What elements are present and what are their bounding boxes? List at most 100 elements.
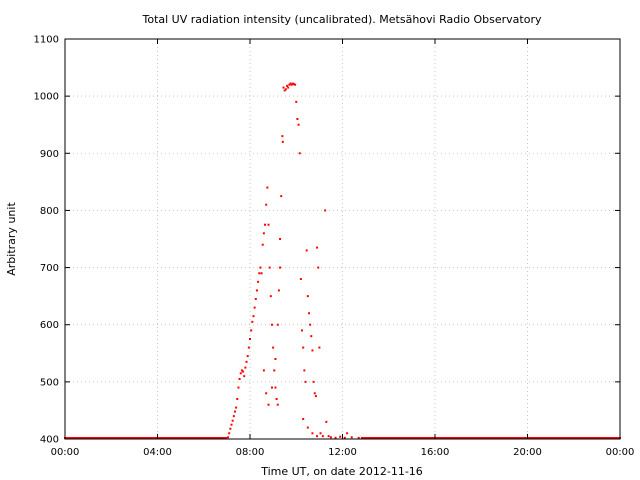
baseline-point <box>208 437 211 439</box>
baseline-point <box>483 437 486 439</box>
baseline-point <box>363 437 366 439</box>
baseline-point <box>143 437 146 439</box>
baseline-point <box>387 437 390 439</box>
data-point <box>238 378 241 380</box>
baseline-point <box>95 437 98 439</box>
data-point <box>257 280 260 283</box>
baseline-point <box>406 437 409 439</box>
baseline-point <box>105 437 108 439</box>
data-point <box>298 152 301 155</box>
data-point <box>295 100 298 103</box>
baseline-point <box>187 437 190 439</box>
baseline-point <box>362 437 365 439</box>
baseline-point <box>177 437 180 439</box>
baseline-point <box>112 437 115 439</box>
data-point <box>264 223 267 226</box>
baseline-point <box>464 437 467 439</box>
baseline-point <box>181 437 184 439</box>
data-point <box>253 306 256 309</box>
baseline-point <box>94 437 97 439</box>
data-point <box>267 223 270 226</box>
baseline-point <box>88 437 91 439</box>
baseline-point <box>562 437 565 439</box>
baseline-point <box>75 437 78 439</box>
baseline-point <box>116 437 119 439</box>
baseline-point <box>147 437 150 439</box>
baseline-point <box>151 437 154 439</box>
data-point <box>287 86 290 89</box>
data-point <box>242 370 245 373</box>
baseline-point <box>367 437 370 439</box>
baseline-point <box>488 437 491 439</box>
baseline-point <box>169 437 172 439</box>
baseline-point <box>175 437 177 439</box>
baseline-point <box>197 437 200 439</box>
baseline-point <box>477 437 480 439</box>
baseline-point <box>70 437 73 439</box>
data-point <box>232 415 235 418</box>
baseline-point <box>186 437 189 439</box>
baseline-point <box>168 437 171 439</box>
baseline-point <box>377 437 380 439</box>
baseline-point <box>376 437 379 439</box>
data-point <box>327 435 330 438</box>
baseline-point <box>209 437 212 439</box>
data-point <box>279 238 282 240</box>
data-point <box>302 418 305 420</box>
data-point <box>305 249 308 252</box>
data-point <box>252 315 255 318</box>
x-tick-label: 00:00 <box>606 447 635 458</box>
data-point <box>235 406 238 409</box>
data-point <box>324 209 327 212</box>
baseline-point <box>137 437 140 439</box>
baseline-point <box>532 437 535 439</box>
baseline-point <box>216 437 219 439</box>
data-point <box>227 436 230 439</box>
data-point <box>265 203 268 206</box>
baseline-point <box>104 437 107 439</box>
data-point <box>314 395 317 398</box>
data-point <box>343 436 346 439</box>
baseline-point <box>385 437 388 439</box>
baseline-point <box>606 437 609 439</box>
baseline-point <box>580 437 583 439</box>
data-point <box>321 435 324 438</box>
baseline-point <box>213 437 216 439</box>
baseline-point <box>199 437 202 439</box>
baseline-point <box>372 437 375 439</box>
baseline-point <box>599 437 602 439</box>
data-point <box>292 83 295 86</box>
chart-title: Total UV radiation intensity (uncalibrat… <box>142 13 542 26</box>
baseline-point <box>405 437 408 439</box>
baseline-point <box>403 437 406 439</box>
baseline-point <box>571 437 574 439</box>
baseline-point <box>211 437 214 439</box>
baseline-point <box>574 437 577 439</box>
baseline-point <box>428 437 431 439</box>
baseline-point <box>392 437 395 439</box>
baseline-point <box>494 437 497 439</box>
baseline-point <box>548 437 551 439</box>
baseline-point <box>567 437 570 439</box>
baseline-point <box>595 437 598 439</box>
y-tick-label: 1000 <box>34 92 59 103</box>
baseline-point <box>534 437 537 439</box>
baseline-point <box>499 437 502 439</box>
baseline-point <box>127 437 130 439</box>
baseline-point <box>537 437 540 439</box>
baseline-point <box>496 437 499 439</box>
y-axis-label: Arbitrary unit <box>5 202 18 276</box>
baseline-point <box>176 437 179 439</box>
y-axis: 400 500 600 700 800 900 1000 1100 <box>34 35 620 446</box>
baseline-point <box>79 437 82 439</box>
data-point <box>254 298 257 300</box>
baseline-point <box>118 437 121 439</box>
baseline-point <box>552 437 555 439</box>
baseline-point <box>413 437 416 439</box>
baseline-point <box>506 437 509 439</box>
baseline-point <box>473 437 476 439</box>
data-point <box>229 427 232 430</box>
baseline-point <box>512 437 515 439</box>
baseline-point <box>502 437 505 439</box>
baseline-point <box>162 437 165 439</box>
